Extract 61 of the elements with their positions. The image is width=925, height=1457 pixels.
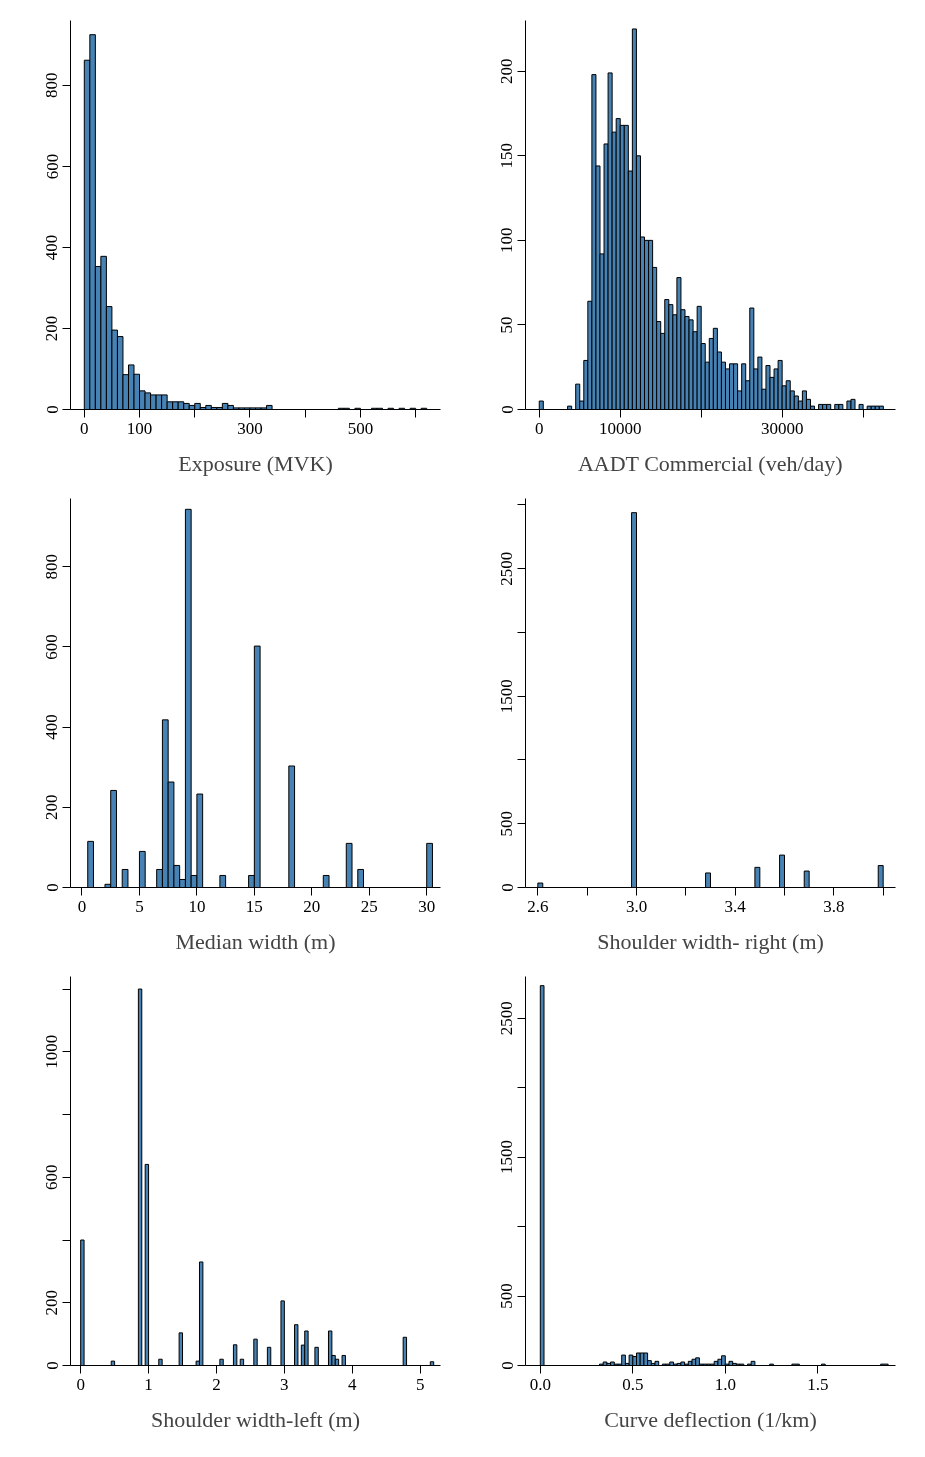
x-axis-title: Shoulder width-left (m)	[151, 1406, 360, 1432]
y-tick-label: 200	[42, 315, 62, 342]
y-tick-label: 600	[42, 1164, 62, 1191]
x-tick-label: 30000	[760, 418, 804, 438]
y-tick-label: 2500	[497, 1001, 517, 1036]
x-tick-label: 3.4	[724, 896, 747, 916]
x-tick-label: 300	[237, 418, 263, 438]
y-tick-label: 600	[42, 634, 62, 660]
x-tick-label: 10	[188, 896, 206, 916]
y-tick-label: 0	[497, 883, 517, 892]
x-tick-label: 3.8	[823, 896, 845, 916]
y-tick-label: 200	[42, 794, 62, 821]
y-tick-label: 1000	[42, 1034, 62, 1069]
y-tick-label: 0	[497, 405, 517, 414]
x-tick-label: 15	[245, 896, 263, 916]
x-tick-label: 5	[135, 896, 144, 916]
y-tick-label: 100	[497, 227, 517, 254]
x-tick-label: 4	[347, 1374, 357, 1394]
x-tick-label: 100	[126, 418, 153, 438]
y-tick-label: 0	[497, 1361, 517, 1370]
x-tick-label: 0	[535, 418, 544, 438]
x-tick-label: 3	[280, 1374, 289, 1394]
y-tick-label: 0	[42, 1361, 62, 1370]
x-tick-label: 10000	[598, 418, 642, 438]
y-tick-label: 800	[42, 553, 62, 580]
y-tick-label: 500	[497, 810, 517, 837]
x-tick-label: 3.0	[625, 896, 648, 916]
y-tick-label: 200	[497, 58, 517, 84]
x-tick-label: 0.5	[622, 1374, 644, 1394]
x-tick-label: 0	[80, 418, 89, 438]
x-tick-label: 1.5	[807, 1374, 829, 1394]
x-tick-label: 2.6	[527, 896, 549, 916]
x-tick-label: 30	[418, 896, 436, 916]
y-tick-label: 50	[497, 316, 517, 334]
x-tick-label: 1	[144, 1374, 153, 1394]
y-tick-label: 0	[42, 883, 62, 892]
y-tick-label: 150	[497, 143, 517, 169]
y-tick-label: 800	[42, 72, 62, 99]
y-tick-label: 600	[42, 153, 62, 180]
y-tick-label: 2500	[497, 551, 517, 586]
y-tick-label: 200	[42, 1290, 62, 1316]
x-tick-label: 2	[212, 1374, 221, 1394]
x-axis-title: Shoulder width- right (m)	[597, 928, 824, 954]
x-axis-title: Median width (m)	[175, 928, 336, 954]
y-tick-label: 400	[42, 714, 62, 740]
x-tick-label: 20	[303, 896, 321, 916]
x-tick-label: 1.0	[714, 1374, 736, 1394]
x-axis-title: Exposure (MVK)	[178, 450, 333, 476]
y-tick-label: 1500	[497, 1140, 517, 1175]
y-tick-label: 1500	[497, 679, 517, 714]
y-tick-label: 0	[42, 405, 62, 414]
x-tick-label: 25	[360, 896, 378, 916]
x-tick-label: 500	[347, 418, 374, 438]
x-axis-title: Curve deflection (1/km)	[604, 1406, 817, 1432]
x-tick-label: 0	[76, 1374, 85, 1394]
x-tick-label: 0.0	[529, 1374, 551, 1394]
y-tick-label: 400	[42, 234, 62, 261]
x-axis-title: AADT Commercial (veh/day)	[577, 450, 843, 476]
y-tick-label: 500	[497, 1283, 517, 1309]
x-tick-label: 5	[415, 1374, 425, 1394]
x-tick-label: 0	[77, 896, 87, 916]
